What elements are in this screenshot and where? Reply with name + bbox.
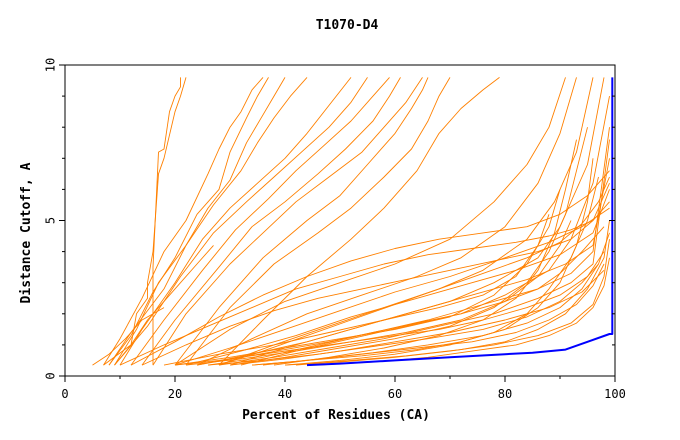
series-line-45 bbox=[92, 307, 165, 366]
series-line-46 bbox=[114, 245, 214, 366]
series-line-5 bbox=[114, 77, 286, 366]
series-line-39 bbox=[251, 158, 594, 366]
series-line-37 bbox=[273, 139, 577, 366]
series-line-best bbox=[306, 77, 614, 367]
series-line-17 bbox=[218, 77, 594, 366]
series-line-7 bbox=[119, 77, 352, 366]
series-line-6 bbox=[108, 77, 308, 366]
series-line-34 bbox=[141, 183, 610, 366]
chart-title: T1070-D4 bbox=[316, 18, 379, 33]
x-tick-label: 20 bbox=[168, 387, 182, 401]
series-line-2 bbox=[103, 77, 187, 366]
x-tick-label: 0 bbox=[61, 387, 68, 401]
series-line-16 bbox=[196, 77, 577, 366]
series-line-43 bbox=[295, 220, 610, 366]
series-line-27 bbox=[185, 220, 572, 366]
series-line-29 bbox=[207, 263, 599, 366]
series-line-36 bbox=[229, 127, 588, 366]
series-line-9 bbox=[130, 77, 390, 366]
series-line-40 bbox=[196, 226, 605, 366]
series-line-14 bbox=[218, 77, 500, 366]
series-line-42 bbox=[284, 239, 610, 366]
series-line-15 bbox=[174, 77, 566, 366]
series-line-38 bbox=[284, 176, 599, 366]
y-tick-label: 10 bbox=[44, 58, 58, 72]
y-tick-label: 0 bbox=[44, 372, 58, 379]
y-axis-label: Distance Cutoff, A bbox=[19, 162, 34, 303]
series-layer bbox=[92, 77, 614, 367]
series-line-33 bbox=[130, 170, 610, 366]
series-line-13 bbox=[185, 77, 451, 366]
series-line-4 bbox=[108, 77, 269, 366]
x-axis-label: Percent of Residues (CA) bbox=[242, 408, 430, 423]
series-line-11 bbox=[152, 77, 423, 366]
series-line-35 bbox=[218, 176, 610, 366]
series-line-41 bbox=[174, 251, 605, 366]
series-line-32 bbox=[119, 201, 610, 366]
x-tick-label: 100 bbox=[604, 387, 626, 401]
x-tick-label: 80 bbox=[498, 387, 512, 401]
ticks-layer: 0 20 40 60 80 100 0 5 10 bbox=[44, 58, 626, 401]
series-line-23 bbox=[207, 127, 610, 366]
series-line-20 bbox=[174, 207, 610, 366]
series-line-1 bbox=[152, 77, 181, 366]
series-line-12 bbox=[174, 77, 429, 366]
x-tick-label: 60 bbox=[388, 387, 402, 401]
x-tick-label: 40 bbox=[278, 387, 292, 401]
series-line-10 bbox=[141, 77, 401, 366]
series-line-28 bbox=[163, 214, 550, 366]
series-line-24 bbox=[218, 139, 610, 366]
y-tick-label: 5 bbox=[44, 217, 58, 224]
series-line-3 bbox=[103, 77, 264, 366]
